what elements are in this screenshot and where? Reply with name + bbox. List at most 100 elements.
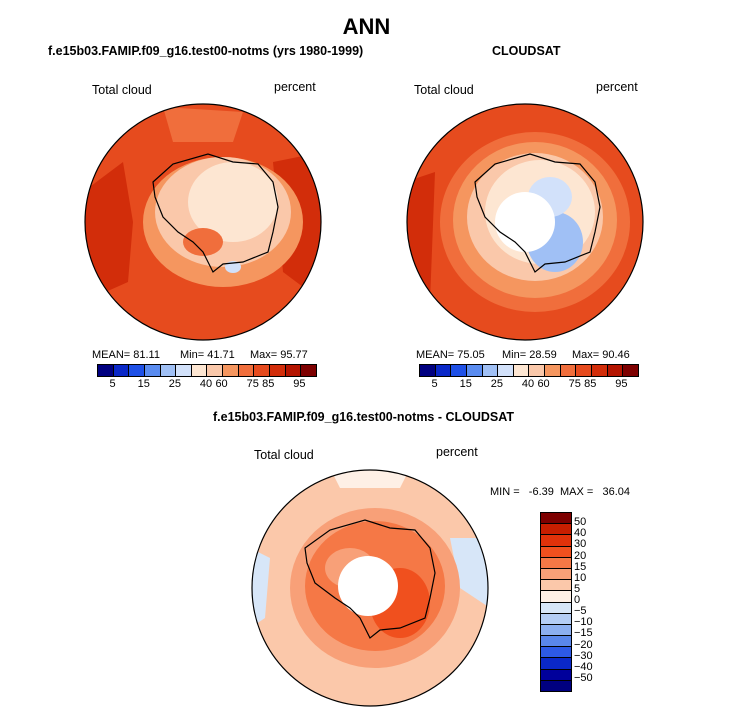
- panel3-colorbar: [540, 512, 572, 692]
- panel2-map: [406, 103, 644, 341]
- panel3-colorbar-swatch: [541, 658, 571, 670]
- panel2-colorbar-swatch: [466, 365, 483, 376]
- panel3-colorbar-tick-label: 30: [574, 538, 587, 551]
- panel1-min: Min= 41.71: [180, 349, 235, 361]
- panel2-colorbar-swatch: [529, 365, 546, 376]
- panel3-colorbar-tick-label: 50: [574, 516, 587, 529]
- panel2-colorbar-tick-label: 5: [431, 378, 438, 390]
- panel2-colorbar-swatch: [420, 365, 436, 376]
- panel1-colorbar-swatch: [223, 365, 239, 376]
- panel3-colorbar-swatch: [541, 680, 571, 691]
- panel1-colorbar-tick-label: 60: [215, 378, 228, 390]
- panel1-colorbar-swatch: [254, 365, 271, 376]
- panel2-colorbar-tick-label: 40: [521, 378, 535, 390]
- panel2-colorbar-tick-label: 15: [459, 378, 472, 390]
- panel3-variable: Total cloud: [254, 448, 314, 462]
- panel3-colorbar-swatch: [541, 568, 571, 581]
- panel3-colorbar-swatch: [541, 602, 571, 614]
- panel3-colorbar-labels: 50 40 30 20 15 10 5 0 −5 −10 −15 −20 −30 −40 −50: [574, 512, 614, 690]
- panel3-colorbar-tick-label: −40: [574, 660, 593, 673]
- panel3-colorbar-tick-label: 15: [574, 560, 587, 573]
- panel2-colorbar-swatch: [545, 365, 561, 376]
- panel1-units: percent: [274, 80, 316, 94]
- main-title: ANN: [342, 14, 391, 39]
- panel1-mean: MEAN= 81.11: [92, 349, 160, 361]
- panel3-colorbar-swatch: [541, 524, 571, 536]
- panel1-colorbar-tick-label: 75: [246, 378, 259, 390]
- panel1-colorbar-swatch: [144, 365, 161, 376]
- panel1-colorbar-tick-label: 40: [199, 378, 213, 390]
- panel1-title: f.e15b03.FAMIP.f09_g16.test00-notms (yrs…: [48, 44, 364, 58]
- panel1-colorbar-tick-label: 15: [137, 378, 150, 390]
- panel3-colorbar-swatch: [541, 624, 571, 637]
- panel2-variable: Total cloud: [414, 83, 474, 97]
- panel3-colorbar-swatch: [541, 580, 571, 592]
- panel1-colorbar-swatch: [113, 365, 130, 376]
- panel3-colorbar-swatch: [541, 591, 571, 603]
- panel1-colorbar-swatch: [301, 365, 316, 376]
- panel1-colorbar: [97, 364, 317, 377]
- panel1-colorbar-tick-label: 5: [109, 378, 116, 390]
- panel3-colorbar-swatch: [541, 546, 571, 558]
- panel3-colorbar-swatch: [541, 513, 571, 525]
- panel3-colorbar-tick-label: −50: [574, 671, 593, 684]
- panel2-units: percent: [596, 80, 638, 94]
- panel2-title: CLOUDSAT: [492, 44, 561, 58]
- panel2-max: Max= 90.46: [572, 349, 630, 361]
- panel2-colorbar-swatch: [592, 365, 608, 376]
- panel2-colorbar-tick-label: 75: [568, 378, 581, 390]
- panel3-map: [251, 469, 489, 707]
- panel2-colorbar-tick-label: 60: [537, 378, 550, 390]
- panel1-colorbar-swatch: [191, 365, 208, 376]
- panel1-colorbar-tick-label: 25: [168, 378, 181, 390]
- panel1-variable: Total cloud: [92, 83, 152, 97]
- panel2-colorbar-swatch: [482, 365, 499, 376]
- panel2-colorbar-tick-label: 85: [584, 378, 597, 390]
- panel3-colorbar-swatch: [541, 557, 571, 569]
- panel3-colorbar-tick-label: −15: [574, 627, 593, 640]
- panel1-colorbar-swatch: [98, 365, 114, 376]
- panel1-map: [84, 103, 322, 341]
- panel2-colorbar-swatch: [623, 365, 638, 376]
- panel3-colorbar-tick-label: 40: [574, 527, 587, 540]
- panel2-colorbar-swatch: [451, 365, 467, 376]
- panel1-max: Max= 95.77: [250, 349, 308, 361]
- panel1-colorbar-swatch: [238, 365, 255, 376]
- panel3-title: f.e15b03.FAMIP.f09_g16.test00-notms - CL…: [213, 410, 515, 424]
- panel3-colorbar-tick-label: 0: [574, 594, 581, 606]
- panel1-colorbar-swatch: [160, 365, 177, 376]
- panel3-minmax: MIN = -6.39 MAX = 36.04: [490, 486, 631, 498]
- panel1-colorbar-swatch: [285, 365, 302, 376]
- panel2-colorbar: [419, 364, 639, 377]
- panel1-colorbar-swatch: [129, 365, 145, 376]
- panel2-min: Min= 28.59: [502, 349, 557, 361]
- panel3-colorbar-tick-label: 20: [574, 549, 587, 562]
- panel2-colorbar-swatch: [576, 365, 593, 376]
- panel3-colorbar-tick-label: 5: [574, 582, 581, 595]
- panel3-units: percent: [436, 445, 478, 459]
- panel2-colorbar-swatch: [607, 365, 624, 376]
- panel2-colorbar-labels: 5 15 25 40 60 75 85 95: [419, 378, 637, 392]
- panel3-colorbar-tick-label: −5: [574, 605, 587, 618]
- panel3-colorbar-tick-label: −30: [574, 649, 593, 662]
- panel2-colorbar-swatch: [498, 365, 514, 376]
- panel3-colorbar-swatch: [541, 613, 571, 625]
- panel1-colorbar-labels: 5 15 25 40 60 75 85 95: [97, 378, 315, 392]
- panel1-colorbar-swatch: [270, 365, 286, 376]
- panel1-colorbar-tick-label: 95: [293, 378, 306, 390]
- panel3-colorbar-swatch: [541, 647, 571, 659]
- panel2-colorbar-tick-label: 25: [490, 378, 503, 390]
- panel3-colorbar-tick-label: −20: [574, 638, 593, 651]
- panel2-colorbar-swatch: [513, 365, 530, 376]
- panel1-colorbar-swatch: [176, 365, 192, 376]
- panel2-colorbar-swatch: [560, 365, 577, 376]
- panel2-colorbar-tick-label: 95: [615, 378, 628, 390]
- panel3-colorbar-tick-label: −10: [574, 616, 593, 629]
- panel1-colorbar-swatch: [207, 365, 224, 376]
- panel1-colorbar-tick-label: 85: [262, 378, 275, 390]
- panel3-colorbar-tick-label: 10: [574, 571, 587, 584]
- panel3-colorbar-swatch: [541, 636, 571, 648]
- panel3-colorbar-swatch: [541, 669, 571, 681]
- panel2-colorbar-swatch: [435, 365, 452, 376]
- panel3-colorbar-swatch: [541, 535, 571, 547]
